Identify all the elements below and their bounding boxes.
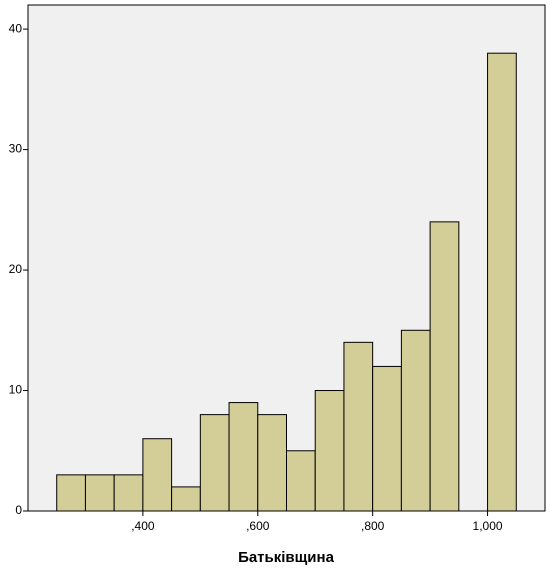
bar: [257, 414, 287, 512]
bar: [487, 52, 517, 512]
y-tick-label: 30: [9, 142, 23, 156]
x-axis-label: Батьківщина: [238, 549, 335, 566]
bar: [199, 414, 230, 512]
x-tick-label: ,400: [131, 519, 155, 533]
y-tick-label: 0: [15, 503, 22, 517]
y-tick-label: 10: [9, 383, 23, 397]
bar: [343, 341, 374, 512]
y-tick-label: 40: [9, 21, 23, 35]
bar: [84, 474, 115, 512]
bar: [372, 365, 402, 512]
bar: [113, 474, 144, 512]
bar: [56, 474, 86, 512]
x-tick-label: 1,000: [473, 519, 503, 533]
bar: [429, 221, 460, 512]
x-tick-label: ,800: [361, 519, 385, 533]
bar: [400, 329, 431, 512]
bar: [142, 438, 173, 512]
bar: [314, 390, 345, 512]
x-tick-label: ,600: [246, 519, 270, 533]
bar: [171, 486, 201, 512]
bar: [286, 450, 316, 512]
bar: [228, 402, 259, 512]
y-tick-label: 20: [9, 262, 23, 276]
